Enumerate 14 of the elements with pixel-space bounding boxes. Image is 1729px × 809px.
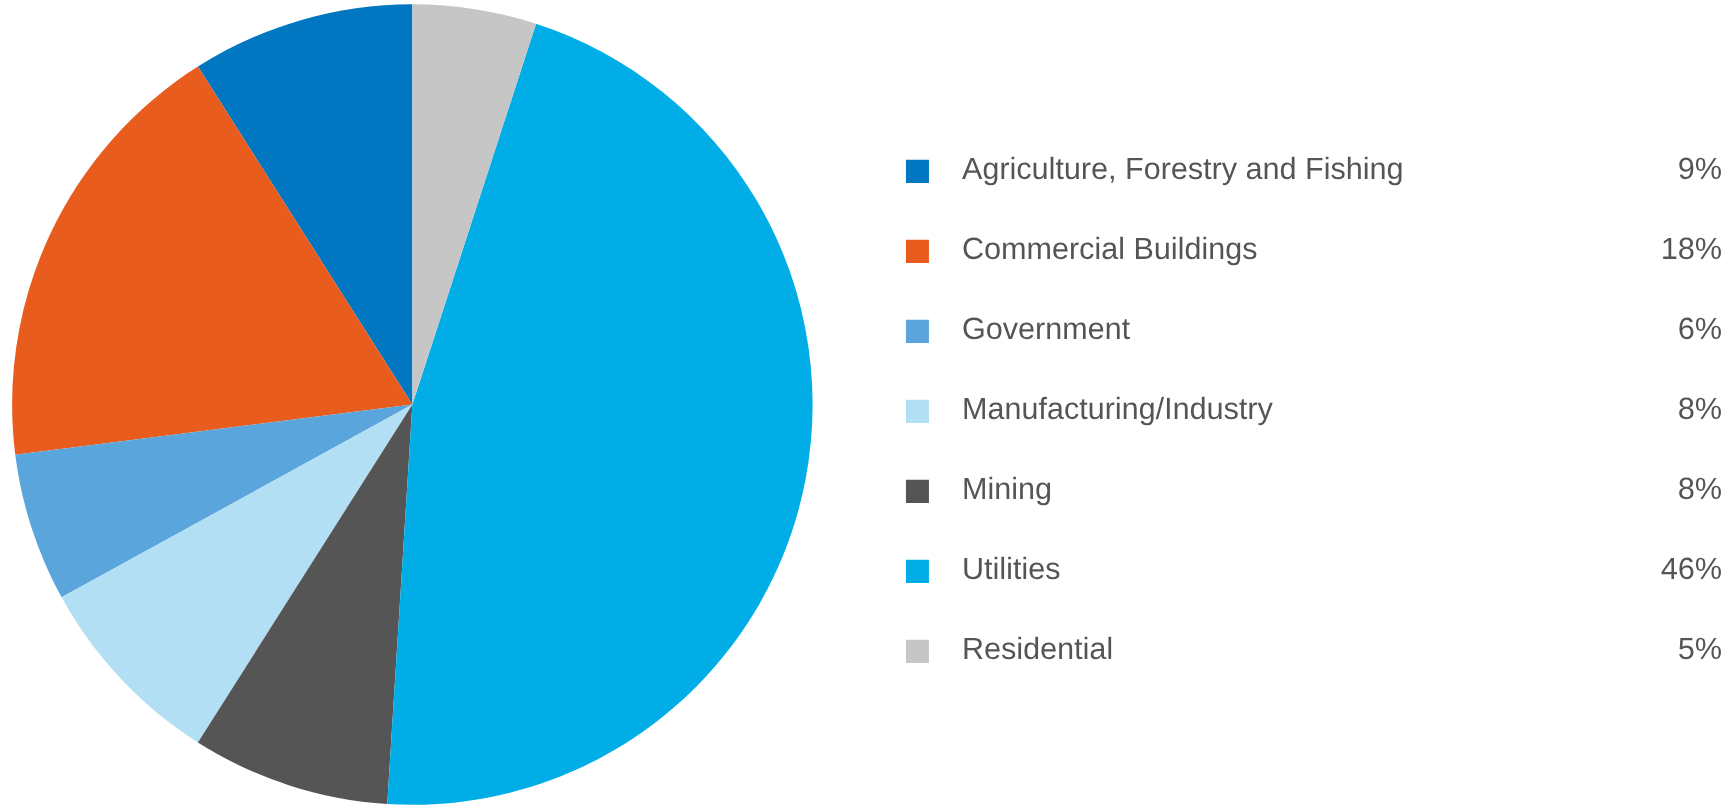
data-label: 5% (1679, 637, 1721, 660)
data-label: 9% (1679, 157, 1721, 180)
legend-label: Commercial Buildings (963, 236, 1257, 266)
legend-label: Residential (964, 636, 1112, 660)
data-label: 6% (1679, 317, 1721, 340)
data-label: 46% (1661, 557, 1721, 580)
legend-label: Mining (964, 476, 1051, 506)
legend-label: Agriculture, Forestry and Fishing (962, 156, 1402, 186)
data-label: 8% (1679, 397, 1721, 420)
legend-label: Utilities (964, 556, 1060, 580)
data-label: 8% (1679, 477, 1721, 500)
data-label: 18% (1663, 237, 1721, 260)
legend-label: Government (963, 317, 1130, 340)
legend-label: Manufacturing/Industry (964, 396, 1273, 426)
